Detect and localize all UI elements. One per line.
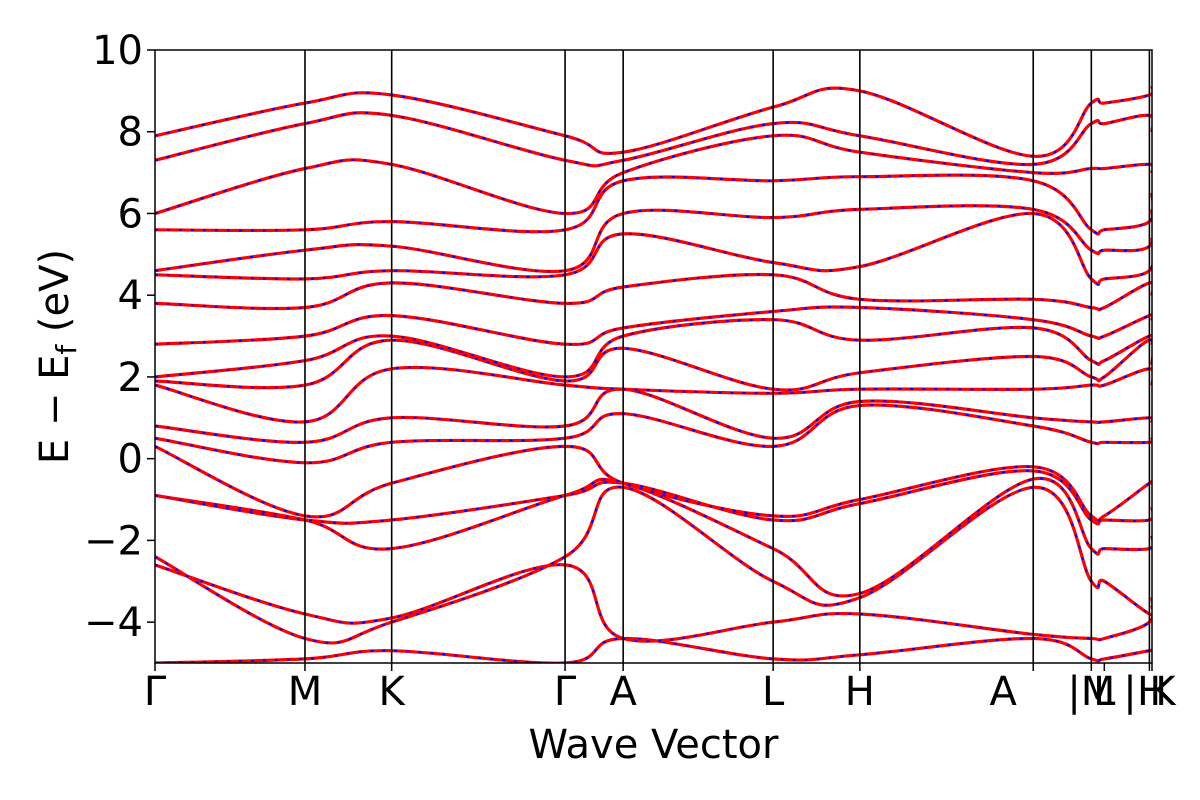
x-ticks-layer: Γ M K Γ A L H A |ML | KH <box>144 663 1177 715</box>
band-6-overlay <box>155 445 1152 523</box>
plot-frame <box>154 49 1153 664</box>
y-tick-label: 4 <box>118 273 143 319</box>
x-tick-label: A <box>990 669 1018 715</box>
y-ticks-layer: −4 −2 0 2 4 6 8 10 <box>84 28 155 646</box>
band-1-overlay <box>155 637 1152 663</box>
band-4-line <box>155 476 1152 598</box>
y-axis-title-main: E − E <box>32 355 78 465</box>
y-axis-title-subscript: f <box>50 344 83 355</box>
band-3-overlay <box>155 486 1152 644</box>
x-axis-title: Wave Vector <box>529 722 780 768</box>
band-2-overlay <box>155 563 1152 643</box>
x-tick-label: Γ <box>144 669 167 715</box>
x-tick-label: Γ <box>554 669 577 715</box>
band-8-overlay <box>155 388 1152 444</box>
y-tick-label: 0 <box>118 437 143 483</box>
band-10 <box>155 338 1152 392</box>
y-tick-label: 10 <box>92 28 143 74</box>
band-2 <box>155 563 1152 643</box>
x-tick-label: H <box>845 669 875 715</box>
x-tick-label: | K <box>1123 669 1177 715</box>
y-axis-title-unit: (eV) <box>32 249 78 345</box>
band-12-line <box>155 305 1152 347</box>
x-tick-label: L <box>1093 669 1116 715</box>
band-17-overlay <box>155 134 1152 215</box>
x-tick-label: |M <box>1067 669 1115 715</box>
y-tick-label: −2 <box>84 518 143 564</box>
x-tick-label: A <box>609 669 637 715</box>
y-tick-label: 8 <box>118 110 143 156</box>
band-12 <box>155 305 1152 347</box>
y-tick-label: 6 <box>118 191 143 237</box>
x-tick-label: H <box>1137 669 1167 715</box>
y-tick-label: −4 <box>84 600 143 646</box>
band-9-overlay <box>155 366 1152 423</box>
x-tick-label: M <box>288 669 323 715</box>
x-tick-label: L <box>762 669 785 715</box>
y-tick-label: 2 <box>118 355 143 401</box>
kpoint-lines-layer <box>304 50 1151 663</box>
y-axis-title: E − Ef (eV) <box>32 249 83 464</box>
band-10-line <box>155 338 1152 392</box>
x-tick-label: K <box>379 669 407 715</box>
band-9 <box>155 365 1152 424</box>
band-4 <box>155 476 1152 598</box>
band-13 <box>155 272 1152 312</box>
band-13-line <box>155 272 1152 312</box>
